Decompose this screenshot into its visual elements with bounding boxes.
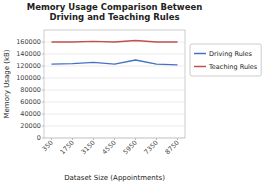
grid-line [44, 54, 185, 55]
x-tick [72, 138, 73, 140]
x-tick-label: 1750 [59, 139, 76, 156]
grid-line [44, 42, 185, 43]
series-line [52, 60, 178, 65]
legend: Driving Rules Teaching Rules [190, 44, 261, 76]
x-tick [114, 138, 115, 140]
grid-line [44, 126, 185, 127]
y-tick-label: 40000 [20, 110, 41, 118]
legend-label: Driving Rules [209, 50, 253, 58]
y-tick-label: 120000 [16, 62, 41, 70]
y-axis-label: Memory Usage (kB) [3, 49, 11, 118]
legend-swatch [194, 53, 206, 55]
x-tick-label: 7350 [143, 139, 160, 156]
y-tick-label: 140000 [16, 50, 41, 58]
x-axis-label: Dataset Size (Appointments) [64, 174, 165, 182]
grid-line [44, 66, 185, 67]
legend-label: Teaching Rules [208, 63, 258, 71]
y-tick-label: 100000 [16, 74, 41, 82]
plot-frame [44, 30, 185, 138]
chart: Memory Usage Comparison BetweenDriving a… [0, 0, 270, 187]
grid-line [44, 90, 185, 91]
grid-line [44, 114, 185, 115]
x-tick-label: 8750 [164, 139, 181, 156]
x-tick [93, 138, 94, 140]
title: Memory Usage Comparison BetweenDriving a… [27, 2, 203, 22]
x-tick-label: 350 [40, 139, 54, 153]
y-tick-label: 160000 [16, 38, 41, 46]
legend-frame [190, 44, 261, 76]
x-tick [135, 138, 136, 140]
plot-area [52, 41, 178, 65]
x-tick [156, 138, 157, 140]
y-tick-label: 20000 [20, 122, 41, 130]
x-tick-label: 4550 [101, 139, 118, 156]
x-tick [177, 138, 178, 140]
series-line [52, 41, 178, 43]
y-tick-label: 60000 [20, 98, 41, 106]
y-tick-label: 80000 [20, 86, 41, 94]
x-tick-label: 3150 [80, 139, 97, 156]
y-tick-label: 0 [37, 134, 41, 142]
grid-line [44, 78, 185, 79]
x-tick-label: 5950 [122, 139, 139, 156]
x-tick [51, 138, 52, 140]
legend-swatch [194, 66, 206, 68]
grid-line [44, 102, 185, 103]
